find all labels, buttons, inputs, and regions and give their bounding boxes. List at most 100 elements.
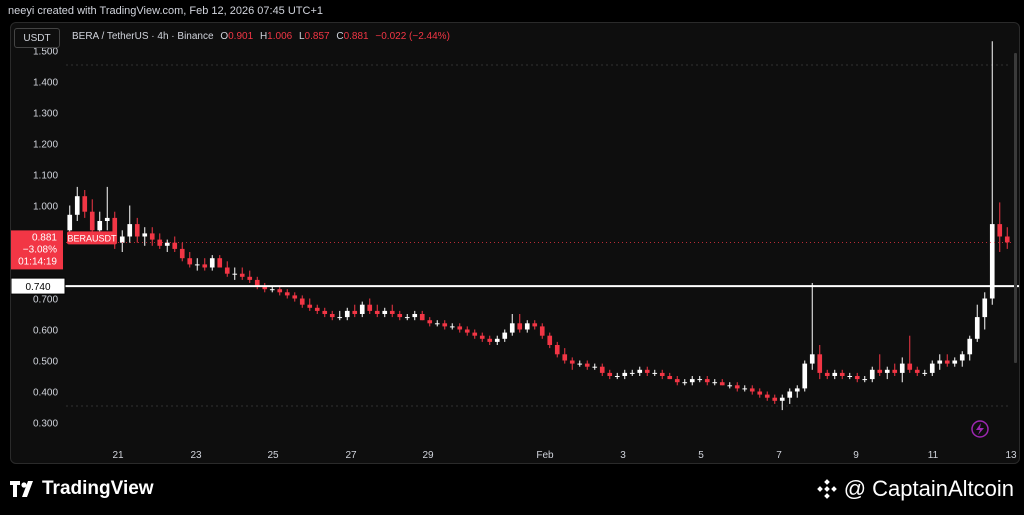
low-label: L bbox=[298, 31, 305, 42]
candle-body bbox=[637, 369, 643, 373]
candle-body bbox=[374, 310, 380, 314]
candle-body bbox=[172, 242, 178, 249]
x-axis-tick-label: 27 bbox=[345, 450, 357, 461]
candle-body bbox=[232, 273, 238, 275]
candle-body bbox=[614, 376, 620, 377]
y-axis-tick-label: 1.100 bbox=[33, 171, 58, 182]
candle-body bbox=[494, 338, 500, 342]
candle-body bbox=[787, 391, 793, 398]
candle-body bbox=[239, 273, 245, 277]
candle-body bbox=[97, 221, 103, 231]
candle-body bbox=[742, 388, 748, 390]
candle-body bbox=[884, 369, 890, 373]
low-value: 0.857 bbox=[304, 31, 330, 42]
candle-body bbox=[809, 354, 815, 364]
candle-body bbox=[584, 363, 590, 367]
candle-body bbox=[877, 369, 883, 373]
candle-body bbox=[442, 323, 448, 327]
chart-credit: neeyi created with TradingView.com, Feb … bbox=[8, 5, 324, 17]
candle-body bbox=[667, 376, 673, 380]
candle-body bbox=[389, 310, 395, 314]
high-label: H bbox=[259, 31, 268, 42]
candle-body bbox=[322, 310, 328, 314]
y-axis-tick-label: 1.500 bbox=[33, 47, 58, 58]
candle-body bbox=[659, 372, 665, 376]
candle-body bbox=[89, 211, 95, 231]
candle-body bbox=[854, 376, 860, 380]
candle-body bbox=[254, 279, 260, 287]
x-axis-tick-label: 29 bbox=[422, 450, 434, 461]
candle-body bbox=[719, 382, 725, 386]
y-axis-tick-label: 0.400 bbox=[33, 388, 58, 399]
candle-body bbox=[562, 354, 568, 361]
change-value: −0.022 (−2.44%) bbox=[375, 31, 450, 42]
x-axis-tick-label: 9 bbox=[853, 450, 859, 461]
level-label-text: 0.740 bbox=[25, 282, 50, 293]
currency-selector-button[interactable]: USDT bbox=[14, 28, 60, 48]
symbol-label: BERA / TetherUS · 4h · Binance bbox=[72, 31, 214, 42]
price-tag-box bbox=[11, 230, 63, 270]
candle-body bbox=[794, 388, 800, 392]
level-label-box bbox=[11, 277, 66, 295]
candle-body bbox=[187, 258, 193, 265]
candle-body bbox=[727, 385, 733, 387]
chart-panel[interactable]: 1.500 1.400 1.300 1.200 1.100 1.000 0.700 0.600… bbox=[10, 22, 1020, 464]
candle-body bbox=[502, 332, 508, 339]
lightning-icon[interactable] bbox=[971, 420, 989, 438]
y-axis-tick-label: 1.400 bbox=[33, 78, 58, 89]
close-value: 0.881 bbox=[343, 31, 369, 42]
y-axis-tick-label: 0.500 bbox=[33, 357, 58, 368]
candle-body bbox=[937, 360, 943, 364]
captainaltcoin-watermark: @ CaptainAltcoin bbox=[816, 476, 1014, 502]
open-label: O bbox=[220, 31, 229, 42]
candle-body bbox=[202, 264, 208, 268]
candle-body bbox=[869, 369, 875, 380]
candle-body bbox=[397, 314, 403, 318]
candle-body bbox=[277, 289, 283, 293]
candle-body bbox=[982, 298, 988, 318]
candle-body bbox=[419, 314, 425, 321]
candle-body bbox=[847, 376, 853, 377]
vertical-scrollbar[interactable] bbox=[1014, 53, 1017, 363]
candle-body bbox=[599, 366, 605, 373]
candle-body bbox=[704, 379, 710, 383]
candle-body bbox=[299, 298, 305, 305]
candlestick-chart[interactable]: 1.500 1.400 1.300 1.200 1.100 1.000 0.700 0.600… bbox=[11, 23, 1019, 463]
candle-body bbox=[307, 304, 313, 308]
candle-body bbox=[607, 372, 613, 376]
candle-body bbox=[629, 372, 635, 374]
candle-body bbox=[554, 345, 560, 355]
x-axis-tick-label: 11 bbox=[928, 450, 939, 461]
candle-body bbox=[569, 360, 575, 364]
candle-body bbox=[359, 304, 365, 314]
candle-body bbox=[974, 317, 980, 339]
candle-body bbox=[112, 217, 118, 243]
candle-body bbox=[817, 354, 823, 373]
candle-body bbox=[284, 292, 290, 296]
close-label: C bbox=[336, 31, 344, 42]
candle-body bbox=[82, 196, 88, 212]
candle-body bbox=[224, 267, 230, 274]
candle-body bbox=[164, 242, 170, 246]
candle-body bbox=[337, 317, 343, 319]
candle-body bbox=[674, 379, 680, 383]
y-axis-tick-label: 1.000 bbox=[33, 202, 58, 213]
x-axis-tick-label: 23 bbox=[190, 450, 202, 461]
binance-diamond-icon bbox=[816, 479, 837, 499]
candle-body bbox=[262, 286, 268, 290]
candle-body bbox=[157, 239, 163, 246]
candle-body bbox=[749, 388, 755, 392]
candle-body bbox=[524, 323, 530, 330]
candle-body bbox=[689, 379, 695, 383]
candle-body bbox=[779, 397, 785, 401]
x-axis-tick-label: 5 bbox=[698, 450, 704, 461]
price-tag-countdown: 01:14:19 bbox=[18, 256, 57, 267]
candle-body bbox=[179, 248, 185, 259]
tradingview-brand-text: TradingView bbox=[42, 478, 154, 499]
candle-body bbox=[449, 326, 455, 328]
y-axis-tick-label: 0.600 bbox=[33, 326, 58, 337]
candle-body bbox=[269, 289, 275, 291]
candle-body bbox=[899, 363, 905, 373]
price-tag-price: 0.881 bbox=[32, 232, 57, 243]
tradingview-logo[interactable]: TradingView bbox=[10, 478, 154, 500]
